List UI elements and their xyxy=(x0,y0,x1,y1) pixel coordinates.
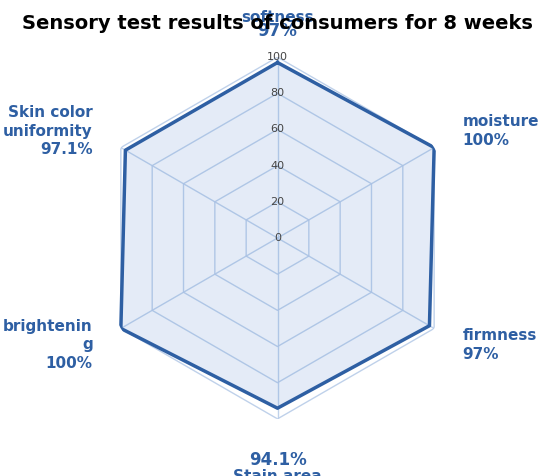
Text: moisture
100%: moisture 100% xyxy=(462,115,539,148)
Text: 40: 40 xyxy=(270,160,285,171)
Text: softness: softness xyxy=(241,10,314,25)
Text: 80: 80 xyxy=(270,88,285,99)
Text: 94.1%: 94.1% xyxy=(249,451,306,469)
Text: brightenin
g
100%: brightenin g 100% xyxy=(3,318,93,371)
Text: 20: 20 xyxy=(270,197,285,207)
Text: Skin color
uniformity
97.1%: Skin color uniformity 97.1% xyxy=(3,105,93,158)
Polygon shape xyxy=(121,62,434,408)
Text: Sensory test results of consumers for 8 weeks: Sensory test results of consumers for 8 … xyxy=(22,14,533,33)
Text: Stain area: Stain area xyxy=(233,468,322,476)
Text: 100: 100 xyxy=(267,52,288,62)
Text: 60: 60 xyxy=(270,124,285,135)
Text: 0: 0 xyxy=(274,233,281,243)
Text: 97%: 97% xyxy=(258,21,297,40)
Text: firmness
97%: firmness 97% xyxy=(462,328,537,361)
